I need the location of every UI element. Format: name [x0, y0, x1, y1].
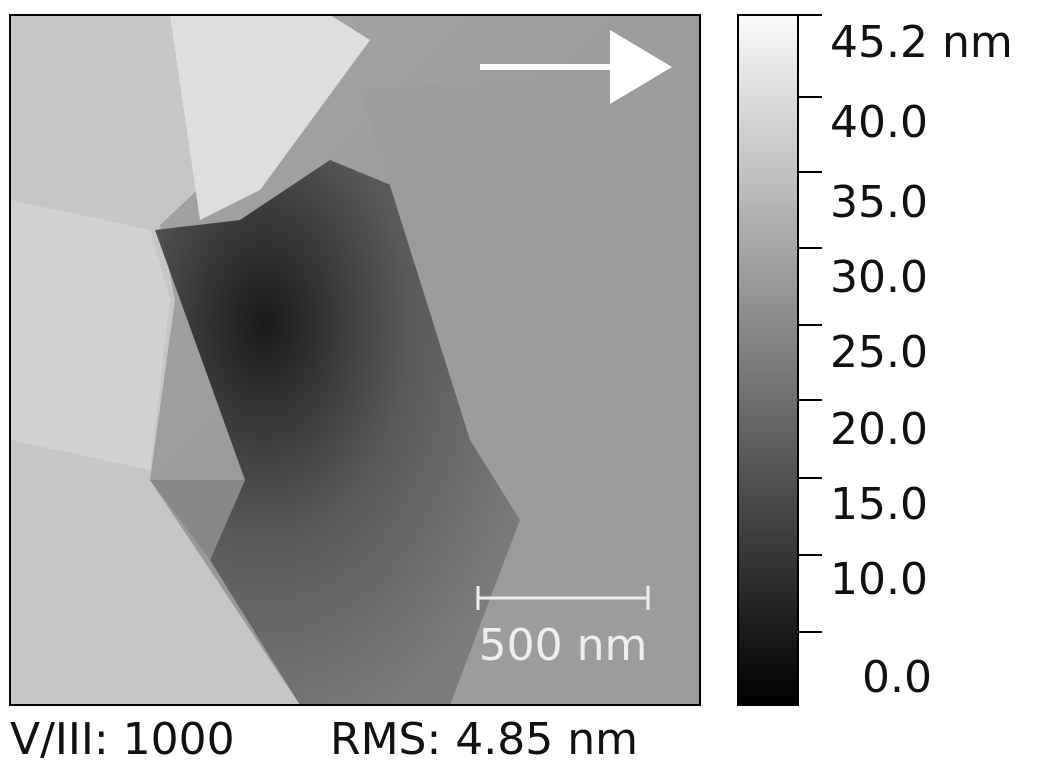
- scale-bar-label: 500 nm: [479, 620, 648, 671]
- colorbar-tick-label: 45.2 nm: [830, 17, 1013, 68]
- colorbar-tick-label: 0.0: [862, 652, 932, 703]
- colorbar-tick-label: 20.0: [830, 404, 928, 455]
- colorbar-tick-label: 10.0: [830, 554, 928, 605]
- afm-image: [10, 15, 700, 705]
- figure: 500 nm V/III: 1000 RMS: 4.85 nm 45.2 nm 4…: [0, 0, 1043, 769]
- colorbar-tick-label: 15.0: [830, 479, 928, 530]
- colorbar: [738, 15, 798, 705]
- colorbar-tick-label: 25.0: [830, 327, 928, 378]
- colorbar-ticks: [798, 15, 822, 632]
- colorbar-tick-label: 40.0: [830, 97, 928, 148]
- rms-label: RMS: 4.85 nm: [330, 714, 638, 765]
- colorbar-tick-label: 35.0: [830, 177, 928, 228]
- colorbar-tick-label: 30.0: [830, 252, 928, 303]
- condition-label: V/III: 1000: [10, 714, 235, 765]
